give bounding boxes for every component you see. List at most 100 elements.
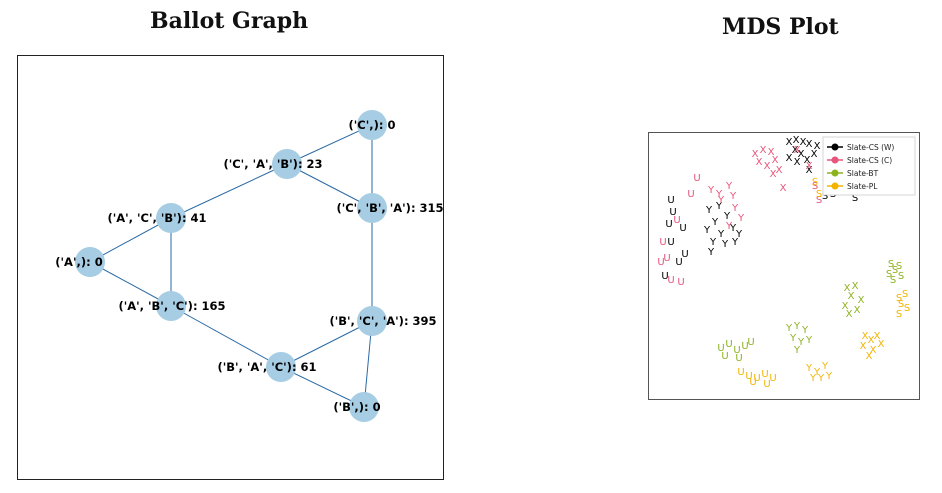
- graph-edge: [286, 124, 373, 165]
- graph-node: [266, 352, 296, 382]
- mds-point-marker: U: [681, 249, 688, 260]
- mds-point-marker: Y: [709, 237, 717, 248]
- mds-point-marker: S: [816, 189, 822, 200]
- mds-point-marker: S: [816, 195, 822, 206]
- mds-point-marker: S: [896, 261, 902, 272]
- mds-point-marker: Y: [785, 323, 793, 334]
- mds-point-marker: X: [760, 145, 767, 156]
- mds-point-marker: X: [852, 281, 859, 292]
- legend-marker: [831, 169, 839, 177]
- mds-point-marker: U: [667, 275, 674, 286]
- mds-point-marker: X: [854, 305, 861, 316]
- mds-point-marker: X: [798, 149, 805, 160]
- graph-edge: [280, 320, 373, 368]
- mds-point-marker: X: [792, 145, 799, 156]
- mds-point-marker: Y: [711, 217, 719, 228]
- mds-point-marker: X: [794, 145, 801, 156]
- mds-point-marker: U: [659, 237, 666, 248]
- mds-point-marker: Y: [737, 213, 745, 224]
- legend-label: Slate-CS (C): [847, 156, 892, 165]
- mds-point-marker: S: [902, 289, 908, 300]
- mds-point-marker: Y: [809, 373, 817, 384]
- mds-point-marker: S: [812, 177, 818, 188]
- graph-node-label: ('B', 'C', 'A'): 395: [329, 314, 436, 328]
- graph-edge: [286, 163, 373, 209]
- mds-point-marker: X: [814, 141, 821, 152]
- graph-node: [357, 306, 387, 336]
- mds-point-marker: U: [745, 371, 752, 382]
- mds-point-marker: U: [769, 373, 776, 384]
- mds-point-marker: S: [888, 259, 894, 270]
- mds-point-marker: U: [733, 345, 740, 356]
- mds-point-marker: X: [866, 351, 873, 362]
- mds-plot-title: MDS Plot: [722, 14, 839, 40]
- mds-point-marker: U: [721, 351, 728, 362]
- mds-point-marker: Y: [789, 333, 797, 344]
- mds-point-marker: X: [846, 309, 853, 320]
- mds-point-marker: U: [741, 341, 748, 352]
- mds-point-marker: Y: [717, 229, 725, 240]
- mds-point-marker: S: [852, 193, 858, 204]
- mds-point-marker: S: [896, 293, 902, 304]
- mds-point-marker: X: [786, 137, 793, 148]
- mds-point-marker: X: [862, 331, 869, 342]
- graph-node-label: ('A', 'C', 'B'): 41: [107, 211, 206, 225]
- graph-edge: [170, 163, 288, 219]
- graph-node-label: ('B',): 0: [333, 400, 380, 414]
- mds-point-marker: X: [772, 155, 779, 166]
- mds-point-marker: Y: [731, 203, 739, 214]
- mds-point-marker: Y: [705, 205, 713, 216]
- graph-node: [357, 193, 387, 223]
- mds-point-marker: U: [675, 257, 682, 268]
- mds-point-marker: U: [747, 337, 754, 348]
- mds-plot-canvas: XXXXXXXXXXXXYYYYYYYYYYYYUUUUUUUUSSSXXXXX…: [657, 135, 916, 390]
- mds-point-marker: U: [657, 257, 664, 268]
- mds-point-marker: S: [890, 275, 896, 286]
- mds-point-marker: Y: [731, 237, 739, 248]
- mds-point-marker: X: [770, 169, 777, 180]
- mds-point-marker: X: [860, 341, 867, 352]
- mds-point-marker: Y: [797, 337, 805, 348]
- mds-point-marker: S: [898, 299, 904, 310]
- graph-edge: [89, 261, 172, 307]
- mds-point-marker: X: [768, 147, 775, 158]
- mds-point-marker: S: [904, 303, 910, 314]
- mds-point-marker: X: [800, 137, 807, 148]
- mds-point-marker: Y: [821, 361, 829, 372]
- mds-point-marker: S: [812, 181, 818, 192]
- mds-point-marker: X: [844, 283, 851, 294]
- legend-label: Slate-PL: [847, 182, 878, 191]
- graph-node: [156, 291, 186, 321]
- mds-point-marker: Y: [721, 239, 729, 250]
- mds-point-marker: U: [761, 369, 768, 380]
- mds-legend: Slate-CS (W) Slate-CS (C) Slate-BT Slate-PL: [822, 136, 916, 196]
- mds-point-marker: U: [665, 219, 672, 230]
- mds-point-marker: U: [661, 271, 668, 282]
- mds-point-marker: X: [811, 149, 818, 160]
- graph-edge: [280, 366, 365, 408]
- mds-point-marker: U: [725, 339, 732, 350]
- ballot-graph-title: Ballot Graph: [150, 8, 309, 34]
- mds-point-marker: X: [868, 335, 875, 346]
- mds-point-marker: X: [764, 161, 771, 172]
- graph-node: [272, 149, 302, 179]
- mds-point-marker: X: [870, 345, 877, 356]
- mds-point-marker: X: [756, 157, 763, 168]
- mds-point-marker: U: [693, 173, 700, 184]
- mds-point-marker: X: [776, 165, 783, 176]
- mds-point-marker: U: [679, 223, 686, 234]
- graph-node: [156, 203, 186, 233]
- mds-point-marker: U: [667, 237, 674, 248]
- mds-point-marker: X: [848, 291, 855, 302]
- mds-point-marker: Y: [805, 363, 813, 374]
- mds-point-marker: X: [794, 157, 801, 168]
- graph-node: [75, 247, 105, 277]
- mds-point-marker: Y: [723, 211, 731, 222]
- mds-point-marker: Y: [825, 371, 833, 382]
- mds-point-marker: S: [892, 265, 898, 276]
- mds-point-marker: Y: [729, 223, 737, 234]
- mds-point-marker: U: [687, 189, 694, 200]
- legend-label: Slate-CS (W): [847, 143, 894, 152]
- mds-point-marker: Y: [735, 229, 743, 240]
- legend-marker: [831, 156, 839, 164]
